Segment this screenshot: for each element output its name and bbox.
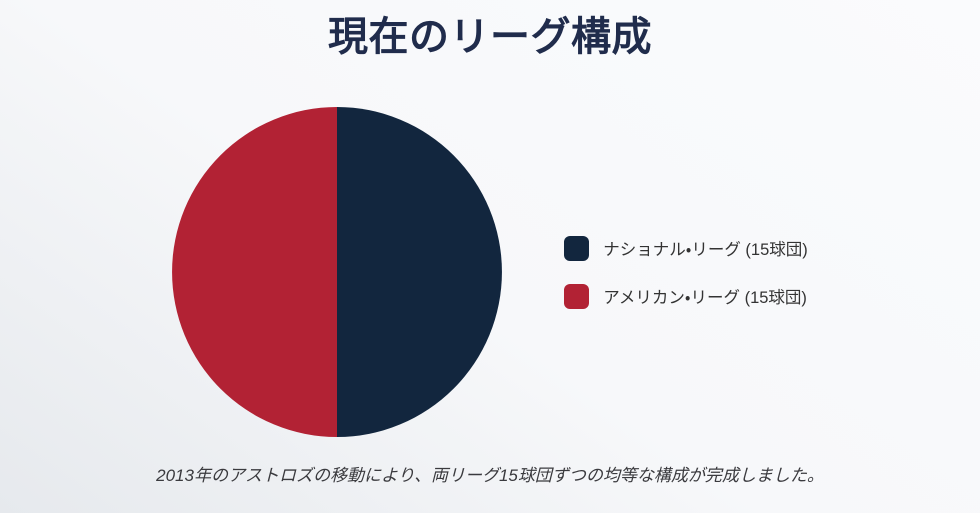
- legend-label-national-league: ナショナル・リーグ (15球団): [603, 241, 808, 259]
- chart-title: 現在のリーグ構成: [328, 15, 652, 59]
- pie-chart[interactable]: [172, 107, 503, 437]
- pie-slice-national-league[interactable]: [337, 107, 503, 437]
- chart-area: ナショナル・リーグ (15球団) アメリカン・リーグ (15球団): [0, 107, 980, 437]
- legend: ナショナル・リーグ (15球団) アメリカン・リーグ (15球団): [564, 235, 808, 309]
- pie-chart-svg[interactable]: [172, 107, 503, 437]
- legend-swatch-national-league: [564, 235, 590, 261]
- legend-item-american-league[interactable]: アメリカン・リーグ (15球団): [564, 283, 808, 309]
- legend-item-national-league[interactable]: ナショナル・リーグ (15球団): [564, 235, 808, 261]
- chart-caption: 2013年のアストロズの移動により、両リーグ15球団ずつの均等な構成が完成しまし…: [156, 466, 824, 485]
- pie-slice-american-league[interactable]: [172, 107, 338, 437]
- legend-swatch-american-league: [564, 283, 590, 309]
- legend-label-american-league: アメリカン・リーグ (15球団): [603, 289, 807, 307]
